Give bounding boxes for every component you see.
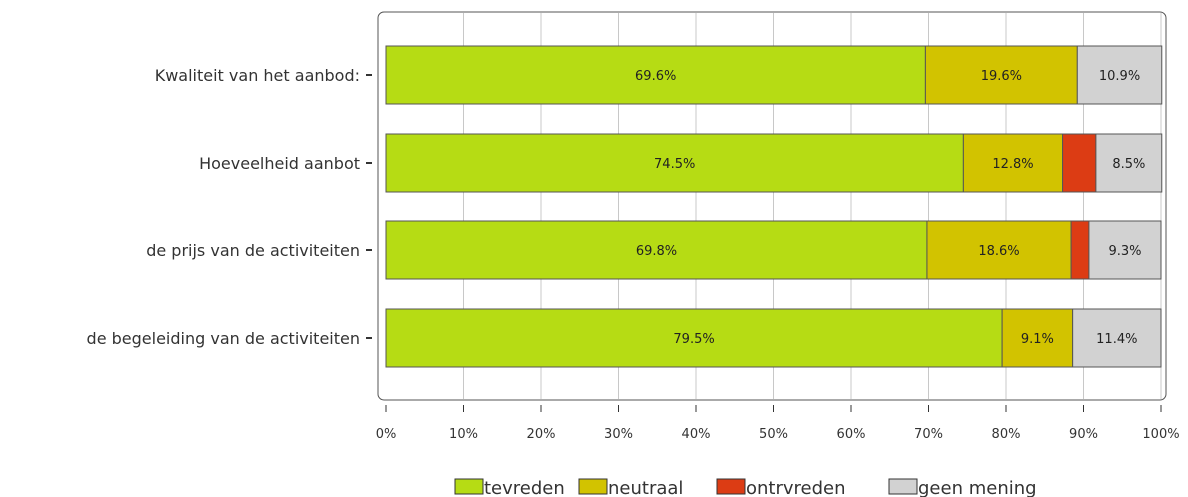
legend-swatch — [716, 478, 746, 495]
bar-segment — [385, 133, 964, 193]
legend-swatch — [454, 478, 484, 495]
bar-segment — [1076, 45, 1163, 105]
x-tick-label: 70% — [914, 427, 943, 442]
x-tick-label: 100% — [1142, 427, 1179, 442]
bar-segment — [1070, 220, 1090, 280]
bar-segment — [385, 308, 1003, 368]
bar-value-label: 12.8% — [992, 157, 1033, 172]
bar-value-label: 9.3% — [1108, 244, 1141, 259]
bar-segment — [385, 220, 928, 280]
x-axis: 0% 10% 20% 30% 40% 50% 60% 70% 80% 90% 100% — [376, 405, 1180, 442]
x-tick-label: 0% — [376, 427, 397, 442]
bar-value-label: 69.8% — [636, 244, 677, 259]
bar-value-label: 69.6% — [635, 69, 676, 84]
x-tick-label: 90% — [1069, 427, 1098, 442]
bar-value-label: 74.5% — [654, 157, 695, 172]
bar-value-label: 18.6% — [978, 244, 1019, 259]
x-tick-label: 10% — [449, 427, 478, 442]
legend-label: tevreden — [484, 478, 565, 497]
legend-swatch — [578, 478, 608, 495]
legend-label: neutraal — [608, 478, 683, 497]
bar-value-label: 19.6% — [981, 69, 1022, 84]
bars: 69.6% 19.6% 10.9% 74.5% 12.8% 8.5% 69.8% 18.6% 9… — [385, 45, 1163, 368]
category-label: de begeleiding van de activiteiten — [87, 329, 360, 348]
category-label: Hoeveelheid aanbot — [199, 154, 360, 173]
legend-swatch — [888, 478, 918, 495]
legend-label: ontrvreden — [746, 478, 846, 497]
bar-value-label: 9.1% — [1021, 332, 1054, 347]
bar-segment — [1072, 308, 1162, 368]
plot-area — [377, 11, 1167, 401]
x-tick-label: 80% — [992, 427, 1021, 442]
category-label: de prijs van de activiteiten — [146, 241, 360, 260]
bar-segment — [1088, 220, 1162, 280]
bar-segment — [385, 45, 926, 105]
x-tick-label: 20% — [527, 427, 556, 442]
bar-segment — [1001, 308, 1074, 368]
x-tick-label: 50% — [759, 427, 788, 442]
bar-value-label: 79.5% — [673, 332, 714, 347]
x-tick-label: 30% — [604, 427, 633, 442]
bar-segment — [926, 220, 1072, 280]
bar-segment — [924, 45, 1078, 105]
bar-value-label: 8.5% — [1112, 157, 1145, 172]
bar-segment — [1062, 133, 1097, 193]
bar-value-label: 10.9% — [1099, 69, 1140, 84]
x-tick-label: 40% — [682, 427, 711, 442]
legend: tevreden neutraal ontrvreden geen mening — [454, 478, 1037, 497]
bar-value-label: 11.4% — [1096, 332, 1137, 347]
bar-segment — [1095, 133, 1163, 193]
bar-segment — [962, 133, 1064, 193]
category-axis: Kwaliteit van het aanbod: Hoeveelheid aan… — [87, 66, 372, 348]
x-tick-label: 60% — [837, 427, 866, 442]
category-label: Kwaliteit van het aanbod: — [155, 66, 360, 85]
legend-label: geen mening — [918, 478, 1037, 497]
